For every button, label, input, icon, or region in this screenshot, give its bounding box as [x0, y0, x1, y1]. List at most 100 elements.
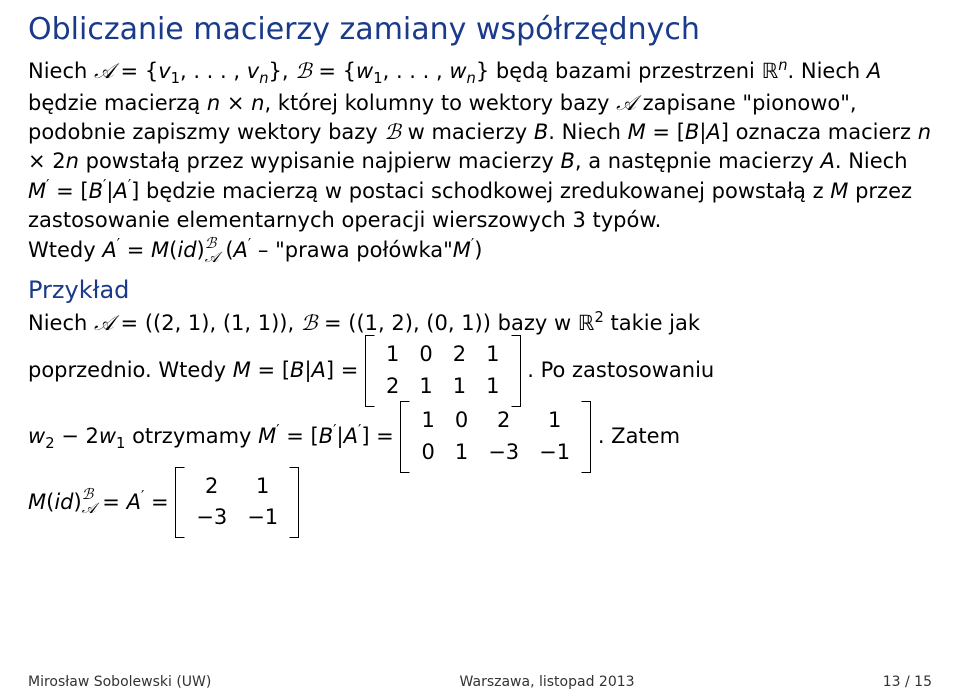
cell: 1: [238, 472, 287, 502]
var-A: A: [127, 489, 141, 513]
var-A: A: [102, 238, 116, 262]
slide-title: Obliczanie macierzy zamiany współrzędnyc…: [28, 12, 932, 48]
text: w macierzy: [401, 120, 534, 144]
sub-1: 1: [171, 70, 180, 87]
text: . Po zastosowaniu: [527, 358, 714, 382]
text: = ((2, 1), (1, 1)),: [114, 311, 301, 335]
var-M: M: [453, 238, 471, 262]
text: ×: [220, 91, 251, 115]
footer: Mirosław Sobolewski (UW) Warszawa, listo…: [0, 674, 960, 690]
prime: ′: [117, 236, 120, 253]
var-B: B: [534, 120, 548, 144]
text: poprzednio. Wtedy: [28, 358, 233, 382]
prime: ′: [276, 422, 279, 439]
var-w: w: [449, 59, 466, 83]
var-M: M: [628, 120, 646, 144]
cell: 0: [410, 340, 441, 370]
cal-B: ℬ: [295, 59, 312, 83]
var-A: A: [344, 424, 358, 448]
sub-1: 1: [373, 70, 382, 87]
text: . Niech: [835, 149, 908, 173]
var-id: id: [54, 489, 73, 513]
text: , . . . ,: [180, 59, 247, 83]
cal-B: ℬ: [301, 311, 318, 335]
cal-A: 𝒜: [616, 91, 636, 115]
var-v: v: [158, 59, 170, 83]
text: , a następnie macierzy: [575, 149, 821, 173]
text: – "prawa połówka": [251, 238, 453, 262]
cell: −1: [530, 438, 579, 468]
cal-A: 𝒜: [94, 59, 114, 83]
cell: 1: [530, 406, 579, 436]
var-A: A: [312, 358, 326, 382]
text: Niech: [28, 59, 94, 83]
example-body: Niech 𝒜 = ((2, 1), (1, 1)), ℬ = ((1, 2),…: [28, 308, 932, 536]
var-A: A: [820, 149, 834, 173]
var-n: n: [918, 120, 931, 144]
cell: 1: [446, 438, 477, 468]
text: ] =: [361, 424, 400, 448]
var-M: M: [258, 424, 276, 448]
text: . Zatem: [598, 424, 680, 448]
text: takie jak: [604, 311, 700, 335]
matrix-3: 21−3−1: [175, 470, 299, 536]
sub-n: n: [467, 70, 476, 87]
cell: 1: [477, 340, 508, 370]
var-B: B: [319, 424, 333, 448]
sub-2: 2: [45, 435, 54, 452]
text: × 2: [28, 149, 66, 173]
var-w: w: [28, 424, 45, 448]
footer-page: 13 / 15: [883, 674, 932, 690]
sup-2: 2: [594, 309, 603, 326]
cell: 2: [444, 340, 475, 370]
var-n: n: [207, 91, 220, 115]
sub-A: 𝒜: [82, 501, 96, 517]
var-B: B: [560, 149, 574, 173]
var-A: A: [706, 120, 720, 144]
text: =: [144, 489, 175, 513]
cell: 1: [377, 340, 408, 370]
cell: 1: [477, 372, 508, 402]
text: (: [219, 238, 234, 262]
var-A: A: [867, 59, 881, 83]
cell: −3: [187, 503, 236, 533]
cell: 1: [410, 372, 441, 402]
cal-A: 𝒜: [94, 311, 114, 335]
body-text: Niech 𝒜 = {v1, . . . , vn}, ℬ = {w1, . .…: [28, 56, 932, 266]
var-M: M: [28, 489, 46, 513]
text: },: [269, 59, 296, 83]
text: = [: [49, 179, 88, 203]
var-M: M: [151, 238, 169, 262]
var-M: M: [830, 179, 848, 203]
text: } będą bazami przestrzeni: [476, 59, 762, 83]
cell: 1: [444, 372, 475, 402]
sub-n: n: [259, 70, 268, 87]
text: Wtedy: [28, 238, 102, 262]
bar: |: [304, 358, 311, 382]
var-M: M: [233, 358, 251, 382]
cell: 2: [377, 372, 408, 402]
example-heading: Przykład: [28, 276, 932, 304]
matrix-1: 10212111: [365, 338, 521, 404]
text: = [: [646, 120, 685, 144]
matrix-2: 102101−3−1: [400, 404, 591, 470]
text: otrzymamy: [125, 424, 258, 448]
var-B: B: [290, 358, 304, 382]
bar: |: [337, 424, 344, 448]
text: , której kolumny to wektory bazy: [264, 91, 616, 115]
cell: 2: [187, 472, 236, 502]
var-B: B: [89, 179, 103, 203]
real: ℝ: [578, 311, 595, 335]
var-B: B: [685, 120, 699, 144]
cell: 0: [446, 406, 477, 436]
var-id: id: [177, 238, 196, 262]
text: = {: [114, 59, 158, 83]
footer-author: Mirosław Sobolewski (UW): [28, 674, 211, 690]
var-A: A: [234, 238, 248, 262]
text: Niech: [28, 311, 94, 335]
text: .: [788, 59, 795, 83]
text: , . . . ,: [383, 59, 450, 83]
cell: 0: [412, 438, 443, 468]
text: będzie macierzą: [28, 91, 207, 115]
text: − 2: [55, 424, 99, 448]
